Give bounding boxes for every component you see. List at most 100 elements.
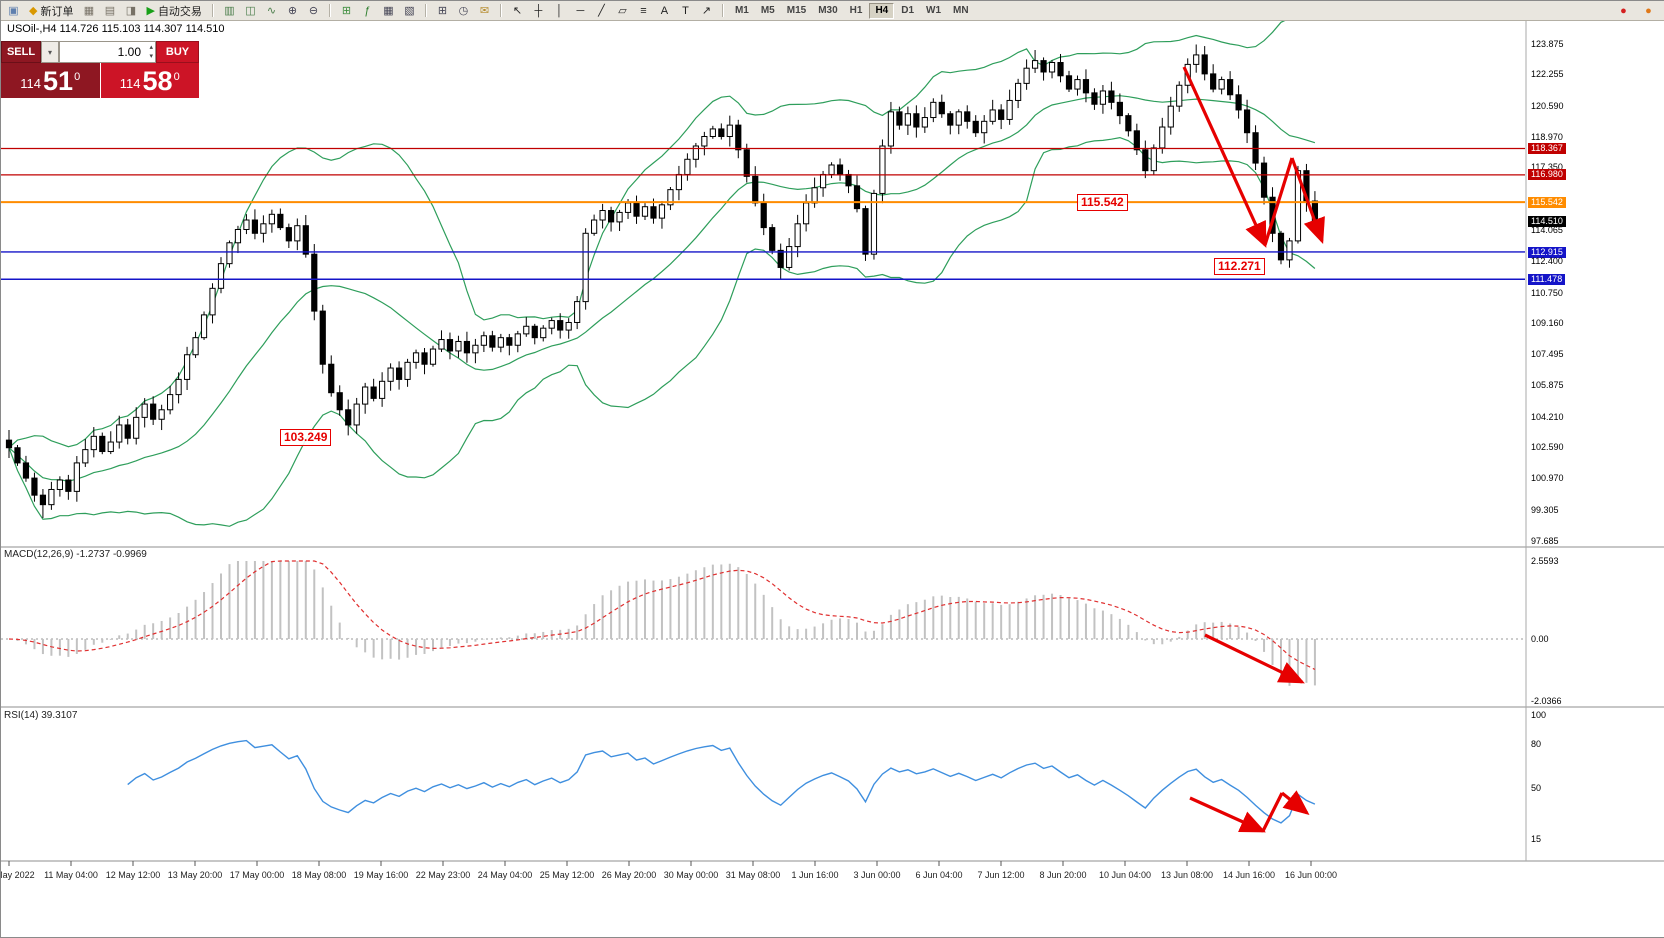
- mail-icon[interactable]: ✉: [479, 5, 490, 17]
- tile-windows-icon[interactable]: ▦: [383, 5, 394, 17]
- timeframe-button-D1[interactable]: D1: [901, 4, 915, 16]
- sell-price[interactable]: 114 51 0: [1, 63, 100, 98]
- scale-label: 115.542: [1528, 196, 1566, 208]
- profiles-icon[interactable]: ▤: [104, 5, 116, 17]
- one-click-trading-panel: SELL ▾ 1.00 ▴ ▾ BUY 114 51 0 114 58 0: [1, 41, 199, 98]
- price-scale[interactable]: 123.875 122.255 120.590 118.970 118.367 117.3…: [1527, 1, 1664, 937]
- timeframe-button-H1[interactable]: H1: [849, 4, 863, 16]
- scale-label: 112.915: [1528, 246, 1566, 258]
- scale-label: 116.980: [1528, 169, 1566, 181]
- scale-label: 123.875: [1531, 38, 1564, 49]
- scale-label: 105.875: [1531, 380, 1564, 391]
- grid-icon[interactable]: ⊞: [341, 5, 352, 17]
- terminal-window-icon[interactable]: ▣: [8, 5, 19, 17]
- channel-icon[interactable]: ▱: [618, 5, 627, 17]
- scale-label: 97.685: [1531, 535, 1559, 546]
- toolbar-separator: [211, 4, 214, 17]
- scale-label: 15: [1531, 833, 1542, 844]
- indicators-icon[interactable]: ƒ: [364, 4, 371, 17]
- time-axis-ticks: [8, 861, 1312, 866]
- buy-button[interactable]: BUY: [156, 41, 199, 63]
- toolbar-group-timeframes: M1 M5 M15 M30 H1 H4 D1 W1 MN: [727, 1, 977, 20]
- scale-label: 100.970: [1531, 473, 1564, 484]
- scale-label: 102.590: [1531, 442, 1564, 453]
- macd-indicator-label: MACD(12,26,9) -1.2737 -0.9969: [4, 549, 147, 560]
- timeframe-button-M30[interactable]: M30: [818, 4, 838, 16]
- auto-trading-button[interactable]: ▶ 自动交易: [141, 3, 206, 19]
- price-annotation[interactable]: 103.249: [280, 429, 332, 446]
- volume-input[interactable]: 1.00 ▴ ▾: [59, 41, 156, 63]
- toolbar-right-group: ● ●: [1613, 2, 1664, 20]
- timeframe-button-H4[interactable]: H4: [869, 2, 895, 19]
- period-icon[interactable]: ◷: [458, 5, 469, 17]
- scale-label: 99.305: [1531, 504, 1559, 515]
- toolbar-group-objects: ⊞ ◷ ✉: [430, 1, 497, 20]
- timeframe-button-M15[interactable]: M15: [786, 4, 807, 16]
- scale-label: 2.5593: [1531, 555, 1559, 566]
- arrows-tool-icon[interactable]: ↗: [701, 5, 712, 17]
- toolbar-group-layout: ⊞ ƒ ▦ ▧: [334, 1, 422, 20]
- spinner-down-icon[interactable]: ▾: [149, 53, 153, 60]
- chart-list-icon[interactable]: ▦: [83, 5, 95, 17]
- scale-label: 104.210: [1531, 411, 1564, 422]
- vertical-line-icon[interactable]: │: [556, 4, 563, 17]
- toolbar-separator: [499, 4, 502, 17]
- volume-dropdown[interactable]: ▾: [41, 41, 59, 63]
- scale-label: 100: [1531, 709, 1547, 720]
- scale-label: -2.0366: [1531, 695, 1562, 706]
- trend-arrows-layer[interactable]: [1182, 66, 1325, 833]
- scale-label: 111.478: [1528, 273, 1566, 285]
- spinner-up-icon[interactable]: ▴: [149, 44, 153, 51]
- macd-layer: [1, 560, 1525, 686]
- buy-price[interactable]: 114 58 0: [100, 63, 199, 98]
- auto-trading-button-label: 自动交易: [157, 5, 202, 18]
- text-icon[interactable]: A: [660, 4, 669, 17]
- sell-button[interactable]: SELL: [1, 41, 41, 63]
- notification-icon[interactable]: ●: [1645, 4, 1652, 17]
- news-alert-icon[interactable]: ●: [1620, 4, 1627, 17]
- volume-spinner[interactable]: ▴ ▾: [149, 43, 153, 61]
- timeframe-button-MN[interactable]: MN: [953, 4, 969, 16]
- toolbar-group-chart-type: ▥ ◫ ∿ ⊕ ⊖: [217, 1, 326, 20]
- scale-label: 117.350: [1531, 162, 1563, 173]
- toolbar-group-trade: ▣ ◆ 新订单 ▦ ▤ ◨ ▶ 自动交易: [1, 1, 209, 20]
- zoom-out-icon[interactable]: ⊖: [308, 5, 319, 17]
- cascade-windows-icon[interactable]: ▧: [404, 5, 415, 17]
- price-annotation[interactable]: 115.542: [1077, 194, 1128, 211]
- auto-trading-button-icon: ▶: [146, 5, 155, 17]
- cursor-icon[interactable]: ↖: [512, 5, 523, 17]
- price-annotation[interactable]: 112.271: [1214, 258, 1265, 275]
- data-window-icon[interactable]: ◨: [125, 5, 137, 17]
- toolbar-separator: [424, 4, 427, 17]
- bar-chart-icon[interactable]: ▥: [224, 5, 235, 17]
- scale-label: 118.970: [1531, 131, 1563, 142]
- rsi-layer: [127, 739, 1316, 824]
- new-chart-icon[interactable]: ⊞: [437, 5, 448, 17]
- timeframe-button-W1[interactable]: W1: [926, 4, 942, 16]
- new-order-button[interactable]: ◆ 新订单: [24, 3, 78, 19]
- toolbar-group-tools: ↖ ┼ │ ─ ╱ ▱ ≡ A T ↗: [505, 1, 719, 20]
- label-icon[interactable]: T: [682, 4, 689, 17]
- timeframe-button-M1[interactable]: M1: [734, 4, 749, 16]
- toolbar-separator: [328, 4, 331, 17]
- scale-label: 118.367: [1528, 143, 1566, 154]
- trendline-icon[interactable]: ╱: [598, 5, 605, 17]
- crosshair-icon[interactable]: ┼: [534, 4, 543, 17]
- timeframe-button-M5[interactable]: M5: [760, 4, 775, 16]
- scale-label: 114.065: [1531, 224, 1563, 235]
- candlestick-chart-icon[interactable]: ◫: [245, 5, 256, 17]
- scale-label: 122.255: [1531, 69, 1564, 80]
- scale-label: 110.750: [1531, 287, 1563, 298]
- scale-label: 50: [1531, 782, 1542, 793]
- horizontal-line-icon[interactable]: ─: [576, 4, 585, 17]
- scale-label: 120.590: [1531, 100, 1564, 111]
- zoom-in-icon[interactable]: ⊕: [287, 5, 298, 17]
- chevron-down-icon: ▾: [47, 47, 52, 57]
- bollinger-bands-layer: [8, 16, 1316, 527]
- scale-label: 109.160: [1531, 317, 1564, 328]
- line-chart-icon[interactable]: ∿: [266, 5, 277, 17]
- fibonacci-icon[interactable]: ≡: [640, 4, 647, 17]
- horizontal-lines-layer: [1, 147, 1525, 280]
